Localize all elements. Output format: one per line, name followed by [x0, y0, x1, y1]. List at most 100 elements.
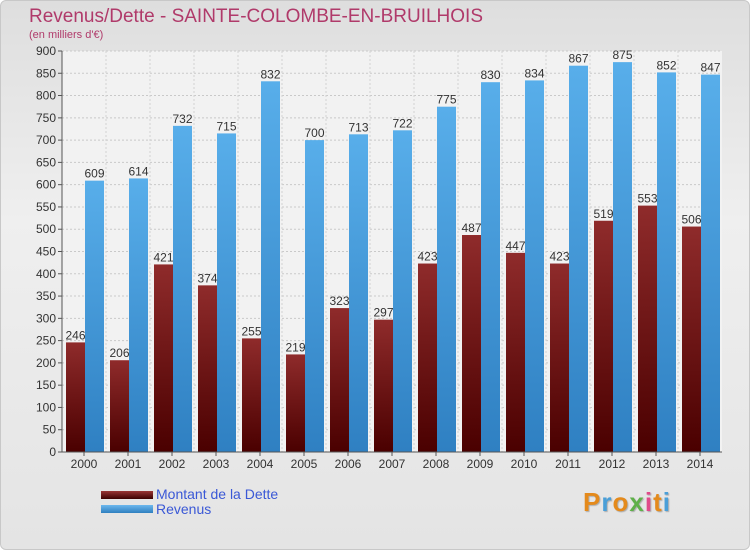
revenue-value-label: 832	[260, 67, 280, 81]
revenue-bar	[657, 72, 676, 453]
debt-value-label: 423	[417, 250, 437, 264]
revenue-bar	[349, 134, 368, 452]
logo-letter: x	[629, 487, 645, 517]
logo-letter: i	[644, 487, 654, 517]
labels-layer: 246 609 206 614 421 732 374 715 255 832 219 700 323 7…	[65, 48, 720, 360]
x-tick-label: 2010	[511, 457, 538, 471]
revenue-value-label: 700	[304, 126, 324, 140]
logo-letter: i	[662, 487, 671, 517]
y-tick-label: 550	[36, 200, 56, 214]
x-tick-label: 2003	[203, 457, 230, 471]
y-tick-label: 200	[36, 356, 56, 370]
y-tick-label: 500	[36, 222, 56, 236]
x-tick-label: 2013	[643, 457, 670, 471]
axis-layer: 0 50 100 150 200 250 300 350 400 450 500 550 600 650 7…	[36, 44, 722, 471]
revenue-bar	[85, 180, 104, 452]
x-tick-label: 2006	[335, 457, 362, 471]
x-tick-label: 2012	[599, 457, 626, 471]
debt-bar	[286, 354, 305, 452]
debt-value-label: 297	[373, 306, 393, 320]
x-tick-label: 2004	[247, 457, 274, 471]
debt-bar	[506, 252, 525, 452]
legend-label-revenue: Revenus	[156, 501, 212, 517]
y-tick-label: 250	[36, 334, 56, 348]
revenue-bar	[393, 130, 412, 452]
debt-bar	[638, 205, 657, 452]
chart-subtitle: (en milliers d'€)	[29, 29, 104, 41]
debt-value-label: 219	[285, 340, 305, 354]
y-tick-label: 700	[36, 133, 56, 147]
debt-value-label: 246	[65, 328, 85, 342]
x-tick-label: 2000	[71, 457, 98, 471]
logo-letter: r	[601, 487, 613, 517]
y-tick-label: 400	[36, 267, 56, 281]
revenue-value-label: 713	[348, 120, 368, 134]
revenue-value-label: 732	[172, 112, 192, 126]
debt-value-label: 447	[505, 239, 525, 253]
logo-letter: P	[583, 487, 602, 517]
debt-bar	[66, 342, 85, 452]
revenue-value-label: 847	[700, 61, 720, 75]
revenue-bar	[701, 74, 720, 452]
debt-bar	[330, 308, 349, 452]
y-tick-label: 300	[36, 311, 56, 325]
x-tick-label: 2001	[115, 457, 142, 471]
legend-swatch-debt	[101, 491, 153, 499]
debt-value-label: 323	[329, 294, 349, 308]
revenue-bar	[437, 106, 456, 452]
x-tick-label: 2005	[291, 457, 318, 471]
revenue-value-label: 715	[216, 119, 236, 133]
y-tick-label: 800	[36, 89, 56, 103]
debt-bar	[374, 319, 393, 452]
y-tick-label: 100	[36, 400, 56, 414]
debt-value-label: 423	[549, 250, 569, 264]
debt-value-label: 487	[461, 221, 481, 235]
revenue-bar	[525, 80, 544, 452]
debt-bar	[110, 360, 129, 452]
y-tick-label: 900	[36, 44, 56, 58]
y-tick-label: 0	[49, 445, 56, 459]
debt-value-label: 519	[593, 207, 613, 221]
y-tick-label: 600	[36, 178, 56, 192]
y-tick-label: 850	[36, 66, 56, 80]
revenue-value-label: 830	[480, 68, 500, 82]
x-tick-label: 2009	[467, 457, 494, 471]
y-tick-label: 50	[43, 423, 57, 437]
revenue-bar	[569, 65, 588, 452]
debt-value-label: 374	[197, 271, 217, 285]
debt-bar	[198, 285, 217, 452]
y-tick-label: 450	[36, 245, 56, 259]
debt-value-label: 206	[109, 346, 129, 360]
debt-value-label: 553	[637, 192, 657, 206]
x-tick-label: 2007	[379, 457, 406, 471]
x-tick-label: 2014	[687, 457, 714, 471]
bars-layer	[66, 62, 720, 453]
debt-bar	[462, 235, 481, 452]
y-tick-label: 150	[36, 378, 56, 392]
debt-value-label: 506	[681, 213, 701, 227]
revenue-value-label: 609	[84, 167, 104, 181]
revenue-bar	[261, 81, 280, 452]
revenue-bar	[217, 133, 236, 452]
logo-letter: o	[612, 487, 630, 517]
legend-label-debt: Montant de la Dette	[156, 486, 279, 502]
revenue-value-label: 614	[128, 164, 148, 178]
y-tick-label: 350	[36, 289, 56, 303]
revenue-value-label: 775	[436, 93, 456, 107]
x-tick-label: 2008	[423, 457, 450, 471]
debt-bar	[682, 226, 701, 452]
revenue-bar	[173, 125, 192, 452]
debt-bar	[594, 220, 613, 452]
legend-swatch-revenue	[101, 505, 153, 513]
debt-bar	[154, 264, 173, 452]
revenue-value-label: 867	[568, 52, 588, 66]
revenue-bar	[481, 82, 500, 452]
revenue-value-label: 852	[656, 58, 676, 72]
revenue-bar	[305, 140, 324, 452]
debt-bar	[550, 263, 569, 452]
proxiti-logo: Proxiti	[583, 487, 671, 518]
y-tick-label: 650	[36, 155, 56, 169]
chart-title: Revenus/Dette - SAINTE-COLOMBE-EN-BRUILH…	[29, 6, 483, 27]
